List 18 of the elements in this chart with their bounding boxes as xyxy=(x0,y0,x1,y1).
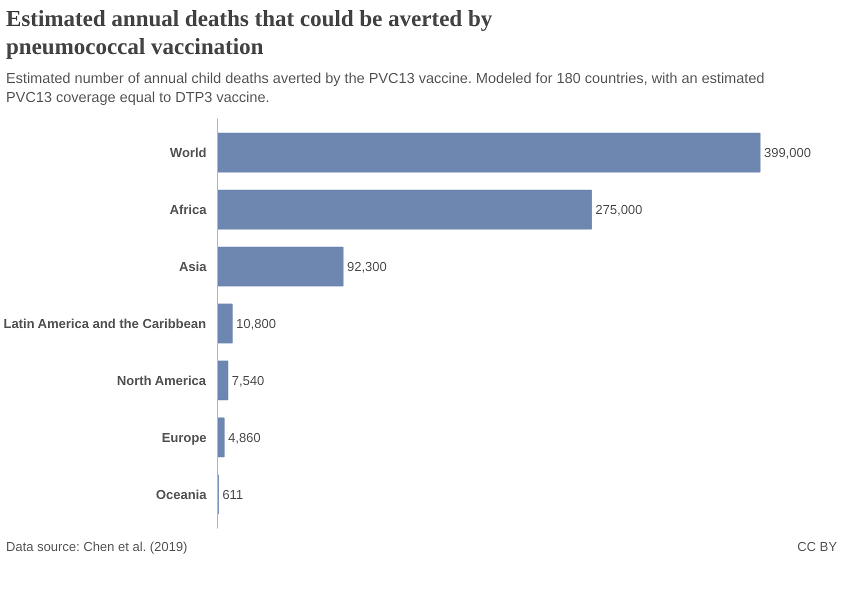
data-label: 4,860 xyxy=(228,430,261,445)
data-label: 275,000 xyxy=(595,202,642,217)
data-label: 399,000 xyxy=(764,145,811,160)
data-label: 611 xyxy=(222,486,244,502)
source-note: Data source: Chen et al. (2019) xyxy=(6,538,188,556)
data-label: 7,540 xyxy=(232,372,264,388)
data-label: 10,800 xyxy=(236,316,276,331)
text: CC BY xyxy=(797,538,837,556)
chart-subtitle: Estimated number of annual child deaths averted by the PVC13 vaccine. Modeled for 180 countries, with an estimated PVC13 coverage equal to DTP3 vaccine. xyxy=(6,70,766,108)
y-tick-label: Asia xyxy=(179,258,208,274)
y-tick-label: Africa xyxy=(170,202,208,217)
y-tick-label: Europe xyxy=(162,430,207,445)
data-label: 92,300 xyxy=(346,258,387,274)
y-tick-label: North America xyxy=(116,372,207,388)
y-tick-label: Latin America and the Caribbean xyxy=(4,316,206,331)
y-tick-label: Oceania xyxy=(156,486,208,502)
chart-title: Estimated annual deaths that could be averted by pneumococcal vaccination xyxy=(6,5,494,60)
y-tick-label: World xyxy=(170,145,207,160)
